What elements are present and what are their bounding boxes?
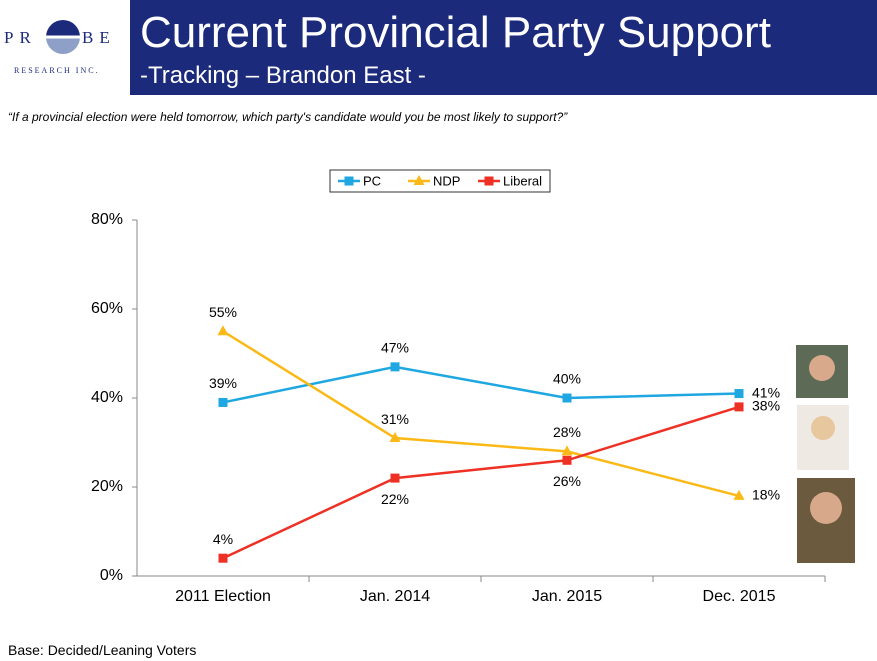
marker [413, 175, 425, 185]
marker [561, 445, 573, 456]
marker [562, 455, 572, 465]
subtitle: -Tracking – Brandon East - [140, 62, 426, 89]
value-label: 55% [209, 304, 237, 320]
y-tick-label: 0% [100, 567, 123, 584]
marker [562, 393, 572, 403]
line [222, 365, 740, 404]
candidate-photo [809, 355, 835, 381]
title: Current Provincial Party Support [140, 8, 771, 57]
footnote: Base: Decided/Leaning Voters [8, 642, 197, 658]
legend-box [329, 169, 551, 193]
line [222, 405, 740, 560]
y-tick-label: 20% [91, 478, 123, 495]
line [222, 330, 740, 498]
marker [484, 176, 494, 186]
value-label: 28% [553, 424, 581, 440]
logo-subtext: RESEARCH INC. [14, 66, 100, 75]
value-label: 22% [381, 491, 409, 507]
marker [390, 362, 400, 372]
marker [734, 389, 744, 399]
logo-mark [46, 20, 80, 54]
marker [389, 432, 401, 443]
value-label: 41% [752, 384, 780, 400]
marker [217, 325, 229, 336]
x-tick-label: Dec. 2015 [703, 588, 776, 605]
candidate-photo [811, 416, 835, 440]
candidate-photo [810, 492, 842, 524]
value-label: 26% [553, 473, 581, 489]
value-label: 38% [752, 398, 780, 414]
header-band [130, 0, 877, 95]
logo-text: BE [82, 28, 116, 47]
x-tick-label: 2011 Election [175, 588, 271, 605]
marker [390, 473, 400, 483]
value-label: 39% [209, 375, 237, 391]
marker [344, 176, 354, 186]
logo: PR BE RESEARCH INC. [0, 0, 130, 95]
value-label: 18% [752, 487, 780, 503]
x-tick-label: Jan. 2015 [532, 588, 602, 605]
x-tick-label: Jan. 2014 [360, 588, 430, 605]
value-label: 47% [381, 340, 409, 356]
value-label: 4% [213, 531, 233, 547]
y-tick-label: 60% [91, 300, 123, 317]
legend-label: PC [363, 173, 381, 188]
marker [733, 489, 745, 500]
marker [218, 553, 228, 563]
legend-label: NDP [433, 173, 460, 188]
y-tick-label: 80% [91, 211, 123, 228]
question: “If a provincial election were held tomo… [8, 110, 568, 124]
y-tick-label: 40% [91, 389, 123, 406]
logo-text: PR [4, 28, 37, 47]
marker [734, 402, 744, 412]
value-label: 40% [553, 371, 581, 387]
legend-label: Liberal [503, 173, 542, 188]
value-label: 31% [381, 411, 409, 427]
marker [218, 397, 228, 407]
